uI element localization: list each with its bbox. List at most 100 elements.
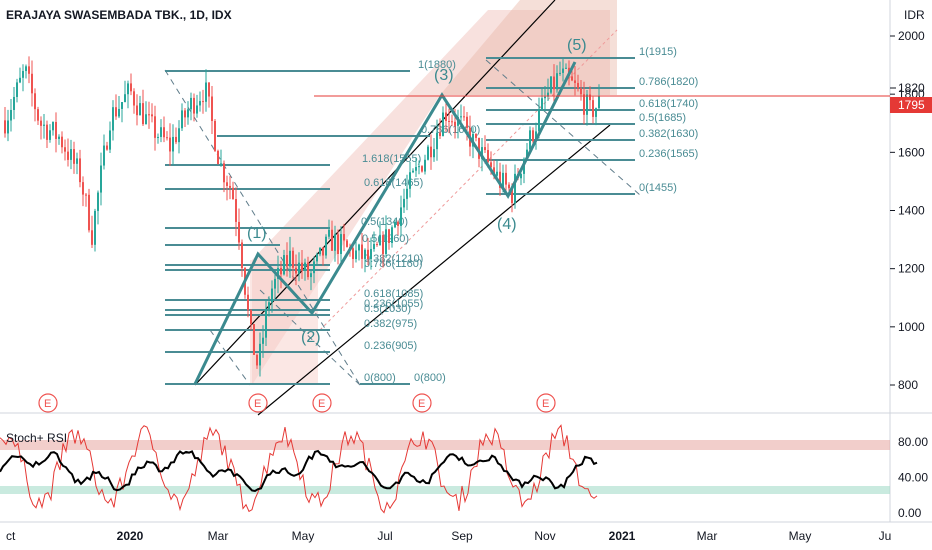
candle-body (298, 262, 300, 274)
dashed-guides (164, 59, 641, 386)
candle-body (376, 244, 378, 246)
candle-body (367, 249, 369, 260)
candle-body (301, 262, 303, 271)
candle-body (190, 97, 192, 110)
rsi-line (0, 449, 598, 492)
time-axis: ct 2020 Mar May Jul Sep Nov 2021 Mar May Ju (6, 529, 891, 543)
candle-body (346, 240, 348, 247)
candle-body (415, 167, 417, 171)
candle-body (385, 229, 387, 255)
time-axis-label: Mar (208, 529, 229, 543)
candle-body (157, 136, 159, 138)
earnings-marker (312, 393, 332, 413)
candle-body (592, 100, 594, 117)
candle-body (253, 324, 255, 355)
candle-body (25, 66, 27, 72)
candle-body (28, 66, 30, 74)
candle-body (73, 149, 75, 164)
candle-body (535, 131, 537, 142)
indicator-tick-label: 40.00 (898, 471, 928, 485)
candle-body (136, 105, 138, 116)
candle-body (76, 158, 78, 164)
time-axis-label: May (292, 529, 315, 543)
candle-body (97, 192, 99, 211)
candle-body (322, 247, 324, 256)
candle-body (31, 73, 33, 94)
candle-body (451, 121, 453, 123)
candle-body (292, 250, 294, 268)
candle-body (409, 172, 411, 189)
candle-body (595, 108, 597, 117)
indicator-title: Stoch+ RSI (6, 431, 68, 445)
candle-body (445, 112, 447, 121)
candle-body (250, 310, 252, 325)
candle-body (46, 124, 48, 140)
candle-body (307, 262, 309, 278)
candle-body (586, 94, 588, 115)
candle-body (502, 172, 504, 188)
fib-label: 1(1915) (639, 46, 677, 58)
candle-body (334, 234, 336, 251)
candle-body (130, 83, 132, 92)
candle-body (340, 234, 342, 254)
candle-body (133, 91, 135, 106)
candle-body (547, 92, 549, 97)
candle-body (442, 112, 444, 137)
candle-body (214, 120, 216, 151)
candle-body (7, 120, 9, 134)
candle-body (562, 68, 564, 73)
candle-body (574, 80, 576, 83)
candle-body (418, 166, 420, 168)
candle-body (208, 82, 210, 97)
candle-body (160, 127, 162, 137)
candle-body (394, 221, 396, 228)
time-axis-label: Nov (534, 529, 555, 543)
candle-body (556, 73, 558, 90)
candle-body (388, 229, 390, 243)
last-price-text: 1795 (898, 98, 925, 112)
candle-body (280, 267, 282, 275)
candle-body (154, 116, 156, 138)
earnings-marker (536, 393, 556, 413)
candle-body (553, 76, 555, 90)
fib-label: 0.5(1340) (361, 216, 408, 228)
candle-body (199, 101, 201, 106)
earnings-marker-label: E (254, 398, 261, 410)
overbought-band (0, 440, 890, 450)
candle-body (112, 107, 114, 131)
candle-body (163, 127, 165, 138)
candle-body (40, 120, 42, 126)
earnings-marker-label: E (542, 398, 549, 410)
earnings-marker (412, 393, 432, 413)
fib-label: 0(800) (364, 372, 396, 384)
candle-body (169, 137, 171, 152)
candle-body (52, 121, 54, 131)
elliott-wave-layer: (1) (2) (3) (4) (5) E E E E E (38, 37, 587, 413)
fib-label: 0.5(1685) (639, 112, 686, 124)
candle-body (448, 120, 450, 122)
candle-body (373, 244, 375, 250)
candle-body (94, 210, 96, 245)
fib-label: 0.786(1820) (639, 76, 698, 88)
time-axis-label: Sep (451, 529, 473, 543)
indicator-pane (0, 424, 890, 514)
candle-body (328, 229, 330, 237)
fib-label: 0.786(1600) (421, 124, 480, 136)
candle-body (460, 116, 462, 118)
candle-body (106, 145, 108, 150)
candle-body (355, 250, 357, 260)
candle-body (400, 207, 402, 226)
candle-body (337, 234, 339, 254)
price-tick-label: 1600 (898, 145, 925, 159)
wave-label: (1) (247, 225, 267, 242)
candle-body (316, 254, 318, 262)
candle-body (478, 137, 480, 159)
candle-body (121, 102, 123, 109)
candle-body (274, 278, 276, 289)
candle-body (61, 136, 63, 148)
candle-body (508, 184, 510, 189)
candles-layer (4, 56, 600, 377)
candle-body (64, 147, 66, 152)
candle-body (139, 103, 141, 116)
